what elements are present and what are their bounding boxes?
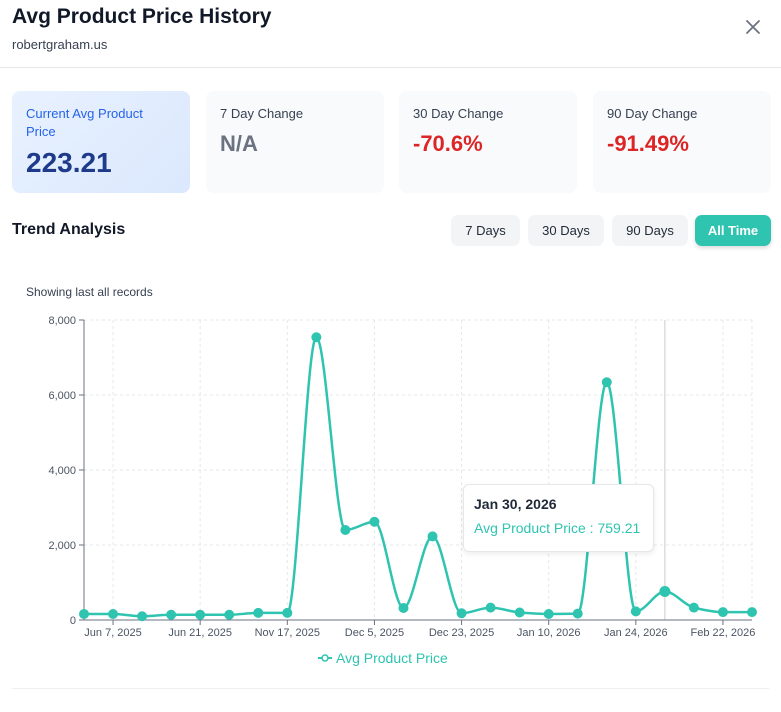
x-tick-label: Nov 17, 2025 (255, 627, 320, 639)
y-tick-label: 2,000 (48, 540, 76, 552)
range-all-time-button[interactable]: All Time (695, 215, 771, 246)
y-tick-label: 0 (70, 615, 76, 627)
data-point (282, 607, 293, 618)
header-divider (0, 67, 781, 68)
card-label: 90 Day Change (607, 106, 698, 121)
data-point (79, 609, 89, 619)
data-point (485, 602, 496, 613)
30-day-change-card: 30 Day Change -70.6% (399, 91, 577, 193)
card-value: 223.21 (26, 147, 112, 178)
data-point (688, 602, 699, 613)
data-point (456, 608, 467, 619)
data-point (747, 607, 757, 618)
x-tick-label: Jun 7, 2025 (84, 627, 142, 639)
close-icon[interactable] (743, 17, 763, 37)
data-point (224, 609, 235, 620)
data-point (369, 516, 380, 527)
trend-analysis-heading: Trend Analysis (12, 221, 126, 238)
x-tick-label: Jan 10, 2026 (517, 627, 581, 639)
range-90-days-button[interactable]: 90 Days (612, 215, 688, 246)
showing-records-text: Showing last all records (26, 285, 153, 299)
y-tick-label: 8,000 (48, 315, 76, 327)
card-value: -70.6% (413, 131, 483, 156)
data-point (601, 377, 612, 388)
data-point (630, 606, 641, 617)
data-point (108, 609, 119, 619)
data-point (166, 609, 177, 620)
data-point (572, 608, 583, 619)
data-point (340, 525, 351, 535)
current-price-card: Current Avg Product Price 223.21 (12, 91, 190, 193)
data-point (311, 332, 322, 343)
card-value: N/A (220, 131, 258, 156)
x-tick-label: Dec 5, 2025 (345, 627, 404, 639)
x-tick-label: Dec 23, 2025 (429, 627, 494, 639)
data-point (253, 607, 264, 618)
range-30-days-button[interactable]: 30 Days (528, 215, 604, 246)
card-label: 7 Day Change (220, 106, 304, 121)
data-point (659, 586, 671, 598)
data-point (398, 603, 409, 613)
data-point (427, 531, 438, 542)
series-line (83, 335, 752, 618)
page-title: Avg Product Price History (12, 5, 272, 28)
legend-line-icon (318, 654, 332, 662)
data-point (543, 609, 554, 619)
x-tick-label: Jan 24, 2026 (604, 627, 668, 639)
card-label: Current Avg Product Price (26, 106, 143, 139)
legend-label: Avg Product Price (336, 650, 448, 666)
y-tick-label: 4,000 (48, 465, 76, 477)
x-tick-label: Feb 22, 2026 (691, 627, 756, 639)
range-7-days-button[interactable]: 7 Days (451, 215, 520, 246)
data-point (137, 611, 148, 622)
y-tick-label: 6,000 (48, 390, 76, 402)
chart-legend[interactable]: Avg Product Price (318, 650, 448, 666)
data-point (717, 607, 728, 618)
data-point (195, 609, 206, 620)
footer-divider (12, 688, 769, 689)
chart-tooltip: Jan 30, 2026 Avg Product Price : 759.21 (463, 484, 654, 552)
card-label: 30 Day Change (413, 106, 504, 121)
data-point (514, 607, 525, 618)
site-domain: robertgraham.us (12, 37, 108, 52)
tooltip-date: Jan 30, 2026 (474, 496, 557, 512)
card-value: -91.49% (607, 131, 689, 156)
tooltip-value: Avg Product Price : 759.21 (474, 520, 641, 536)
x-tick-label: Jun 21, 2025 (168, 627, 232, 639)
90-day-change-card: 90 Day Change -91.49% (593, 91, 771, 193)
7-day-change-card: 7 Day Change N/A (206, 91, 384, 193)
